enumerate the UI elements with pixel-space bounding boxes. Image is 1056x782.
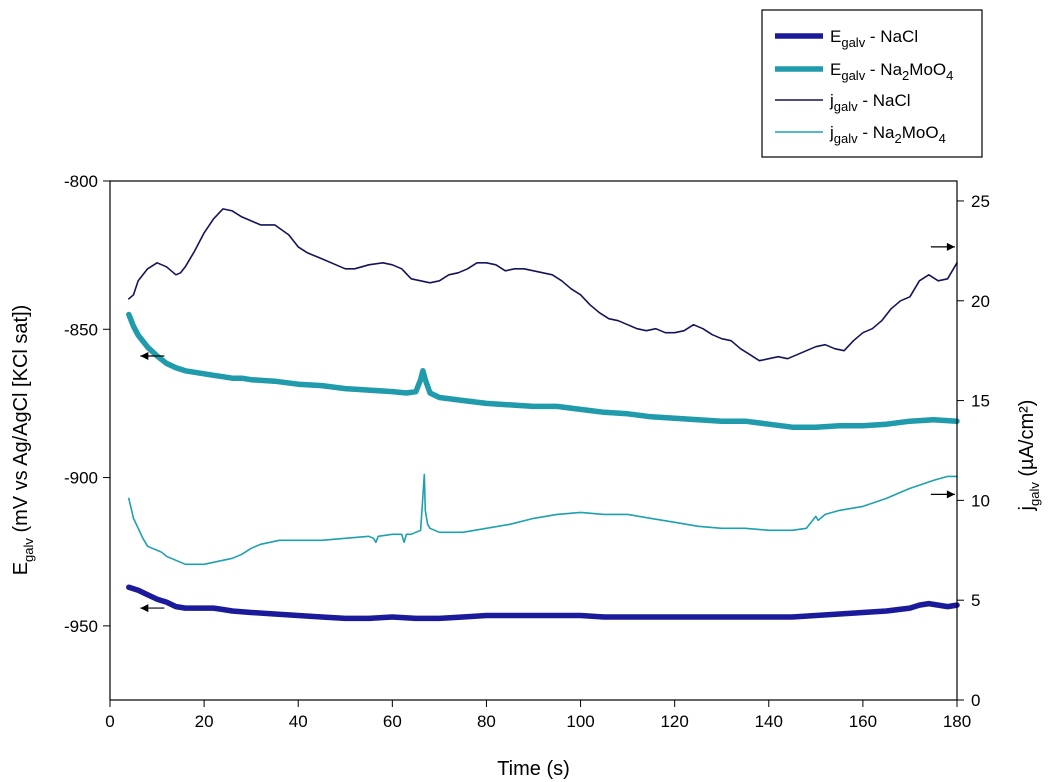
axis-title-rest: (mV vs Ag/AgCl [KCl sat]) <box>10 305 32 538</box>
y-left-tick-label: -800 <box>64 172 98 191</box>
legend-rest: - NaCl <box>865 27 918 46</box>
legend-main: j <box>829 123 834 142</box>
axis-arrow-head <box>946 490 955 499</box>
legend-main: E <box>830 60 841 79</box>
axis-arrow-head <box>140 351 149 360</box>
x-tick-label: 80 <box>477 712 496 731</box>
y-right-tick-label: 20 <box>971 292 990 311</box>
y-right-tick-label: 5 <box>971 591 980 610</box>
legend-rest: - Na <box>858 123 895 142</box>
legend-label: Egalv - NaCl <box>830 27 918 50</box>
legend-rest: MoO <box>902 123 939 142</box>
axes-layer: 0 20 40 60 80 100 120 140 160 180-800-850-900-950… <box>64 172 990 731</box>
y-left-tick-label: -950 <box>64 617 98 636</box>
y-right-tick-label: 15 <box>971 392 990 411</box>
legend-sub: galv <box>841 68 865 83</box>
y-left-tick-label: -900 <box>64 469 98 488</box>
legend-main: j <box>829 91 834 110</box>
y-right-tick-label: 0 <box>971 691 980 710</box>
axis-title-rest: (µA/cm²) <box>1016 400 1038 483</box>
series-line-1 <box>126 584 960 622</box>
axis-title-main: j <box>1016 506 1038 511</box>
series-line-4 <box>128 473 958 566</box>
plot-frame <box>109 180 958 701</box>
axis-title-text: jgalv (µA/cm²) <box>1016 400 1042 512</box>
x-tick-label: 0 <box>105 712 114 731</box>
y-right-tick-label: 25 <box>971 192 990 211</box>
legend-rest-sub: 4 <box>939 131 946 146</box>
axis-arrow-head <box>140 604 149 613</box>
legend-rest: - Na <box>865 60 902 79</box>
axis-title-sub: galv <box>1027 482 1042 506</box>
x-tick-label: 180 <box>943 712 971 731</box>
legend-label: jgalv - Na2MoO4 <box>829 123 946 146</box>
x-axis-title: Time (s) <box>497 758 570 780</box>
x-tick-label: 160 <box>849 712 877 731</box>
axis-title-main: E <box>10 562 32 575</box>
legend-label: Egalv - Na2MoO4 <box>830 60 953 83</box>
x-tick-label: 100 <box>566 712 594 731</box>
y-right-axis-title: jgalv (µA/cm²) <box>1016 400 1042 512</box>
legend-rest: MoO <box>909 60 946 79</box>
arrows-layer <box>140 242 955 613</box>
y-right-tick-label: 10 <box>971 491 990 510</box>
axis-title-text: Egalv (mV vs Ag/AgCl [KCl sat]) <box>10 305 36 576</box>
legend-rest-sub: 4 <box>946 68 953 83</box>
legend-label: jgalv - NaCl <box>829 91 911 114</box>
series-layer <box>126 208 960 622</box>
axis-arrow-head <box>946 242 955 251</box>
series-line-2 <box>126 311 960 430</box>
legend-main: E <box>830 27 841 46</box>
x-tick-label: 20 <box>195 712 214 731</box>
series-line-3 <box>128 208 958 362</box>
legend-rest-sub: 2 <box>894 131 901 146</box>
axis-title-sub: galv <box>21 538 36 562</box>
legend-sub: galv <box>834 131 858 146</box>
legend-sub: galv <box>841 35 865 50</box>
y-left-tick-label: -850 <box>64 320 98 339</box>
y-left-axis-title: Egalv (mV vs Ag/AgCl [KCl sat]) <box>10 305 36 576</box>
x-tick-label: 60 <box>383 712 402 731</box>
legend-sub: galv <box>834 99 858 114</box>
legend-rest-sub: 2 <box>902 68 909 83</box>
x-tick-label: 40 <box>289 712 308 731</box>
x-tick-label: 120 <box>660 712 688 731</box>
x-tick-label: 140 <box>755 712 783 731</box>
legend-rest: - NaCl <box>858 91 911 110</box>
